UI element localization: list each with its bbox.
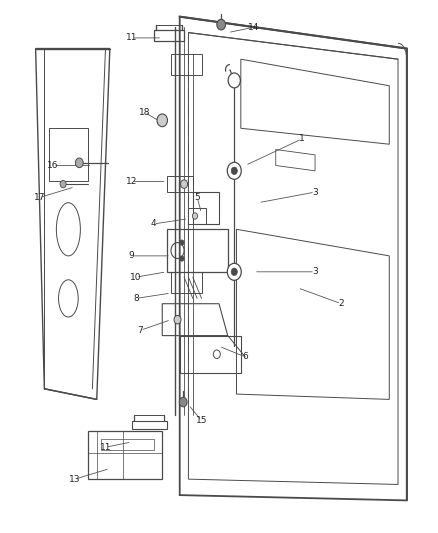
Circle shape [192,213,198,219]
Circle shape [75,158,83,167]
Text: 7: 7 [138,326,143,335]
Text: 15: 15 [196,416,207,425]
Text: 16: 16 [47,161,59,170]
Text: 17: 17 [34,193,46,202]
Text: 8: 8 [133,294,139,303]
Circle shape [179,397,187,407]
Text: 11: 11 [100,443,111,452]
Circle shape [231,268,237,276]
Circle shape [227,163,241,179]
Text: 4: 4 [151,220,156,229]
Circle shape [60,180,66,188]
Circle shape [174,316,181,324]
Text: 1: 1 [299,134,305,143]
Circle shape [180,240,184,245]
Text: 2: 2 [339,299,344,308]
Circle shape [231,167,237,174]
Text: 9: 9 [129,252,134,260]
Circle shape [157,114,167,127]
Text: 3: 3 [312,188,318,197]
Text: 5: 5 [194,193,200,202]
Text: 10: 10 [130,273,142,281]
Circle shape [228,73,240,88]
Text: 6: 6 [242,352,248,361]
Text: 3: 3 [312,268,318,276]
Circle shape [227,263,241,280]
Text: 18: 18 [139,108,151,117]
Text: 14: 14 [248,23,260,32]
Text: 11: 11 [126,34,138,43]
Circle shape [180,180,187,188]
Circle shape [217,19,226,30]
Text: 13: 13 [69,475,81,483]
Text: 12: 12 [126,177,138,186]
Circle shape [180,256,184,261]
